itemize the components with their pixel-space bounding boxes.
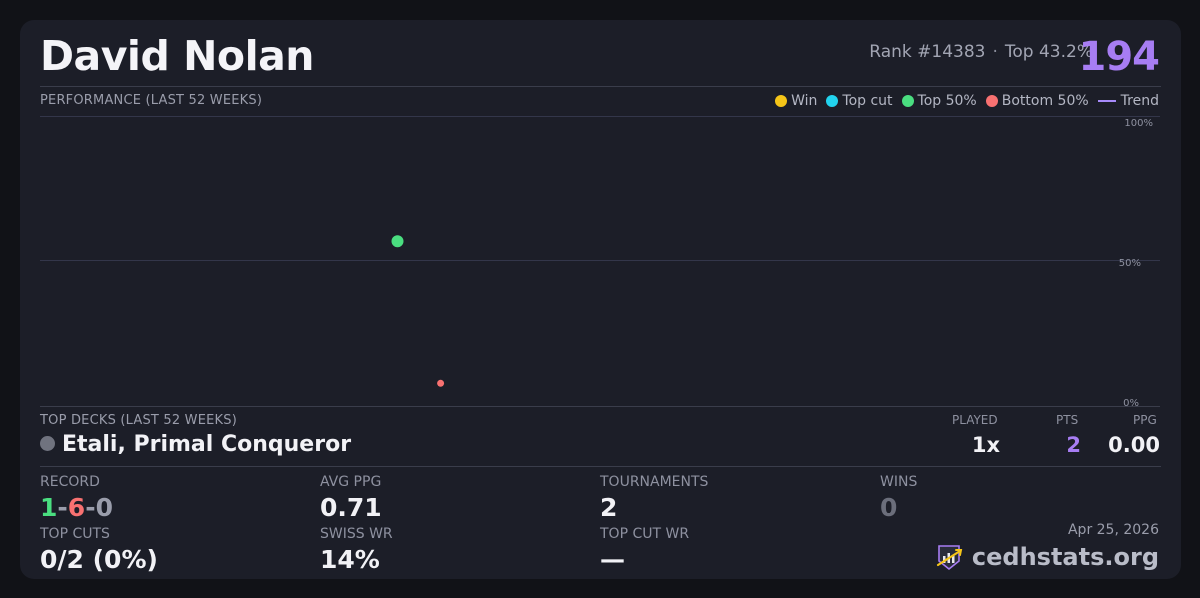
top-percent: Top 43.2%	[1004, 42, 1093, 62]
legend-win-swatch	[775, 95, 788, 107]
swiss-wr-value: 14%	[320, 545, 380, 574]
top-cuts-label: TOP CUTS	[40, 526, 110, 542]
snapshot-date: Apr 25, 2026	[1067, 522, 1159, 538]
chart-point-bottom-50--0[interactable]	[437, 379, 445, 387]
legend-top-50: Top 50%	[901, 93, 977, 109]
legend-top-50-label: Top 50%	[917, 93, 977, 109]
rank-text: Rank #14383	[869, 42, 986, 62]
col-pts-header: PTS	[1056, 413, 1079, 427]
legend-trend: Trend	[1097, 93, 1159, 109]
y-tick-0: 0%	[1123, 398, 1139, 408]
chart-point-top-50--0[interactable]	[391, 235, 404, 248]
legend-trend-label: Trend	[1120, 93, 1159, 109]
legend-trend-swatch	[1097, 100, 1116, 102]
avg-ppg-value: 0.71	[320, 493, 382, 522]
brand-name: cedhstats.org	[971, 543, 1159, 571]
legend-top-50-swatch	[901, 95, 914, 107]
record-sep: -	[85, 493, 96, 522]
record-value: 1-6-0	[40, 493, 113, 522]
brand-logo-icon	[936, 545, 963, 571]
chart-legend: Win Top cut Top 50% Bottom 50% Trend	[766, 93, 1159, 109]
top-cut-wr-value: —	[600, 545, 625, 574]
top-decks-title: TOP DECKS (LAST 52 WEEKS)	[40, 413, 237, 428]
legend-top-cut-swatch	[826, 95, 839, 107]
deck-name[interactable]: Etali, Primal Conqueror	[62, 432, 352, 457]
avg-ppg-label: AVG PPG	[320, 474, 382, 490]
legend-top-cut: Top cut	[826, 93, 893, 109]
player-score: 194	[1078, 34, 1160, 80]
record-sep: -	[57, 493, 68, 522]
col-played-header: PLAYED	[952, 413, 998, 427]
player-name: David Nolan	[40, 32, 315, 80]
deck-ppg: 0.00	[1108, 433, 1160, 457]
wins-label: WINS	[880, 474, 918, 490]
y-tick-100: 100%	[1124, 118, 1153, 129]
record-losses: 6	[67, 493, 86, 522]
performance-chart: 100% 50% 0%	[40, 116, 1160, 408]
rank-line: Rank #14383 · Top 43.2%	[869, 42, 1093, 62]
wins-value: 0	[880, 493, 898, 522]
legend-bottom-50-label: Bottom 50%	[1001, 93, 1089, 109]
performance-title: PERFORMANCE (LAST 52 WEEKS)	[40, 93, 263, 108]
brand[interactable]: cedhstats.org	[934, 542, 1159, 572]
divider	[40, 86, 1161, 87]
top-cuts-value: 0/2 (0%)	[40, 545, 158, 574]
record-draws: 0	[95, 493, 113, 522]
deck-color-dot	[40, 436, 55, 451]
legend-win: Win	[775, 93, 817, 109]
divider	[40, 466, 1161, 467]
record-label: RECORD	[40, 474, 100, 490]
top-cut-wr-label: TOP CUT WR	[600, 526, 690, 542]
deck-pts: 2	[1066, 433, 1081, 457]
legend-bottom-50: Bottom 50%	[985, 93, 1089, 109]
col-ppg-header: PPG	[1133, 413, 1157, 427]
tournaments-value: 2	[600, 493, 618, 522]
legend-bottom-50-swatch	[985, 95, 998, 107]
legend-win-label: Win	[791, 93, 818, 109]
legend-top-cut-label: Top cut	[842, 93, 893, 109]
y-tick-50: 50%	[1119, 258, 1141, 269]
record-wins: 1	[40, 493, 58, 522]
swiss-wr-label: SWISS WR	[320, 526, 393, 542]
player-card: David Nolan Rank #14383 · Top 43.2% 194 PE…	[20, 20, 1181, 579]
chart-points	[391, 235, 445, 387]
tournaments-label: TOURNAMENTS	[600, 474, 709, 490]
deck-played: 1x	[971, 433, 1000, 457]
separator-dot: ·	[992, 42, 998, 62]
